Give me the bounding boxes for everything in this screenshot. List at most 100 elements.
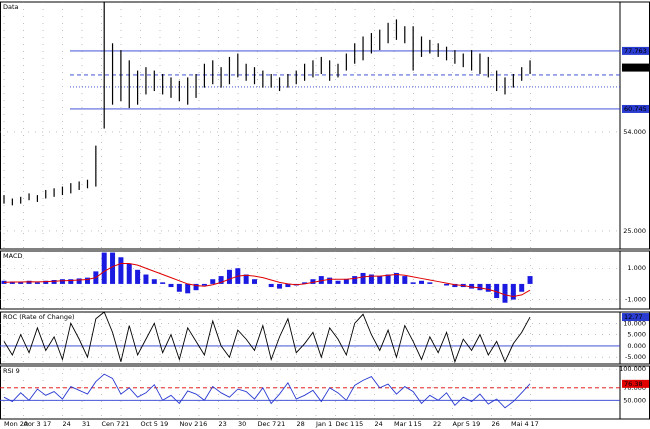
histogram-bar (510, 283, 516, 300)
histogram-bar (26, 280, 32, 284)
panel-title: RSI 9 (3, 367, 20, 375)
indicator-line (3, 311, 531, 364)
x-tick-label: 21 (121, 420, 129, 428)
histogram-bar (43, 280, 49, 284)
y-tick-label: 0.000 (627, 342, 646, 350)
y-tick-label: 54.000 (623, 128, 646, 136)
panel-frame (0, 1, 650, 250)
histogram-bar (85, 277, 90, 284)
histogram-bar (252, 279, 257, 284)
x-tick-label: Mai 4 (511, 420, 529, 428)
x-tick-label: 19 (472, 420, 480, 428)
x-tick-label: 26 (492, 420, 500, 428)
y-tick-label: 25.000 (623, 227, 646, 235)
x-tick-label: 24 (375, 420, 383, 428)
x-tick-label: 28 (297, 420, 305, 428)
histogram-bar (519, 283, 525, 292)
histogram-bar (243, 274, 249, 284)
x-tick-label: Oct 5 (141, 420, 158, 428)
x-tick-label: 24 (63, 420, 71, 428)
x-tick-label: Apr 5 (453, 420, 470, 428)
panel-title: ROC (Rate of Change) (3, 313, 75, 321)
x-tick-label: Aor 3 (24, 420, 41, 428)
histogram-bar (402, 276, 408, 284)
indicator-line (3, 373, 531, 409)
x-tick-label: Dec 7 (258, 420, 277, 428)
histogram-bar (101, 252, 107, 284)
panel-title-bg (1, 367, 25, 375)
histogram-bar (419, 280, 424, 284)
x-tick-label: Jan 1 (315, 420, 332, 428)
level-box (622, 46, 649, 55)
histogram-bar (210, 279, 216, 284)
histogram-bar (59, 279, 65, 284)
histogram-bar (377, 276, 383, 284)
histogram-bar (135, 269, 141, 284)
histogram-bar (268, 283, 274, 288)
x-tick-label: 23 (219, 420, 227, 428)
histogram-bar (477, 283, 483, 291)
x-tick-label: Dec 1 (336, 420, 355, 428)
panel-frame (0, 365, 650, 420)
histogram-bar (118, 257, 124, 284)
histogram-bar (193, 283, 199, 291)
y-tick-label: 50.000 (623, 396, 646, 404)
histogram-bar (335, 280, 341, 284)
level-label: 77.763 (624, 47, 647, 55)
last-value-label: 12.77 (624, 313, 643, 321)
x-tick-label: 30 (238, 420, 246, 428)
histogram-bar (76, 278, 82, 284)
histogram-bar (151, 279, 157, 284)
histogram-bar (410, 282, 416, 284)
x-tick-label: 31 (82, 420, 90, 428)
histogram-bar (343, 279, 349, 284)
x-tick-label: 16 (199, 420, 207, 428)
panel-title: Data (3, 3, 19, 11)
y-tick-label: 5.000 (627, 331, 646, 339)
histogram-bar (9, 281, 15, 284)
histogram-bar (226, 269, 232, 284)
x-tick-label: 22 (433, 420, 441, 428)
histogram-bar (126, 263, 132, 284)
histogram-bar (444, 283, 450, 286)
histogram-bar (527, 276, 533, 284)
x-tick-label: 21 (277, 420, 285, 428)
last-value-box (622, 379, 649, 388)
histogram-bar (393, 272, 399, 284)
y-tick-label: -5.000 (625, 353, 646, 361)
y-tick-label: 10.000 (623, 319, 646, 327)
histogram-bar (277, 283, 283, 289)
last-value-box (622, 63, 649, 72)
x-tick-label: 15 (355, 420, 363, 428)
histogram-bar (327, 277, 333, 284)
histogram-bar (469, 283, 475, 289)
x-tick-label: Mar 1 (394, 420, 412, 428)
level-label: 60.745 (624, 105, 647, 113)
x-tick-label: Nov 2 (180, 420, 199, 428)
last-value-label: 76.38 (624, 380, 643, 388)
histogram-bar (185, 283, 191, 294)
signal-line (3, 263, 531, 297)
panel-frame (0, 311, 650, 365)
x-tick-label: Mon 20 (4, 420, 28, 428)
x-tick-label: 19 (160, 420, 168, 428)
histogram-bar (68, 279, 74, 284)
histogram-bar (368, 274, 374, 284)
histogram-bar (218, 276, 224, 284)
panel-title-bg (1, 3, 21, 11)
histogram-bar (310, 279, 316, 284)
histogram-bar (360, 272, 366, 284)
histogram-bar (18, 282, 24, 284)
histogram-bar (285, 283, 291, 288)
y-tick-label: -1.000 (625, 296, 646, 304)
histogram-bar (302, 282, 308, 284)
histogram-bar (385, 274, 391, 284)
histogram-bar (318, 276, 324, 284)
histogram-bar (502, 283, 508, 303)
last-value-box (622, 313, 649, 322)
histogram-bar (427, 282, 433, 284)
histogram-bar (485, 283, 491, 292)
histogram-bar (201, 283, 207, 286)
panel-title-bg (1, 313, 85, 321)
